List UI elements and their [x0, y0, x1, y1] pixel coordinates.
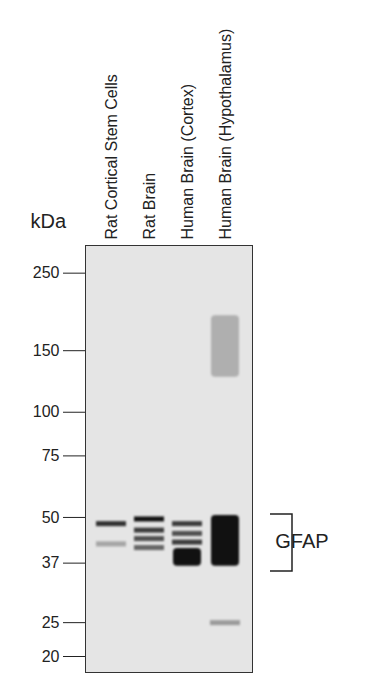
svg-text:50: 50	[42, 509, 60, 526]
svg-text:Rat Cortical Stem Cells: Rat Cortical Stem Cells	[103, 74, 120, 239]
svg-text:250: 250	[33, 264, 60, 281]
svg-text:75: 75	[42, 447, 60, 464]
svg-text:25: 25	[42, 614, 60, 631]
svg-text:kDa: kDa	[31, 210, 67, 232]
svg-text:37: 37	[42, 554, 60, 571]
svg-text:Human Brain (Hypothalamus): Human Brain (Hypothalamus)	[217, 29, 234, 240]
svg-text:150: 150	[33, 342, 60, 359]
svg-text:Rat Brain: Rat Brain	[141, 173, 158, 240]
svg-text:100: 100	[33, 403, 60, 420]
svg-text:GFAP: GFAP	[275, 530, 328, 552]
svg-text:20: 20	[42, 648, 60, 665]
svg-text:Human Brain (Cortex): Human Brain (Cortex)	[179, 84, 196, 240]
